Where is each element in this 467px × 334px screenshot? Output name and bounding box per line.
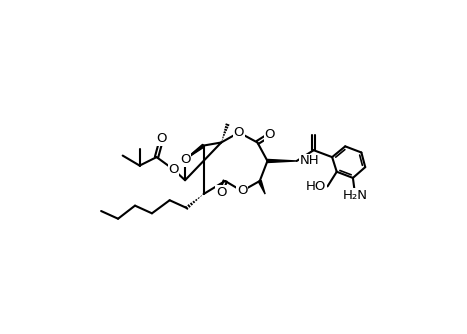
Text: HO: HO [305,180,326,193]
Text: NH: NH [300,154,319,167]
Text: H₂N: H₂N [343,189,368,202]
Text: O: O [234,126,244,139]
Text: O: O [180,153,191,166]
Text: O: O [216,186,226,199]
Polygon shape [258,180,265,194]
Text: O: O [237,184,248,197]
Text: O: O [168,163,179,176]
Polygon shape [268,159,297,163]
Text: O: O [156,132,166,145]
Text: O: O [264,128,275,141]
Polygon shape [185,144,205,159]
